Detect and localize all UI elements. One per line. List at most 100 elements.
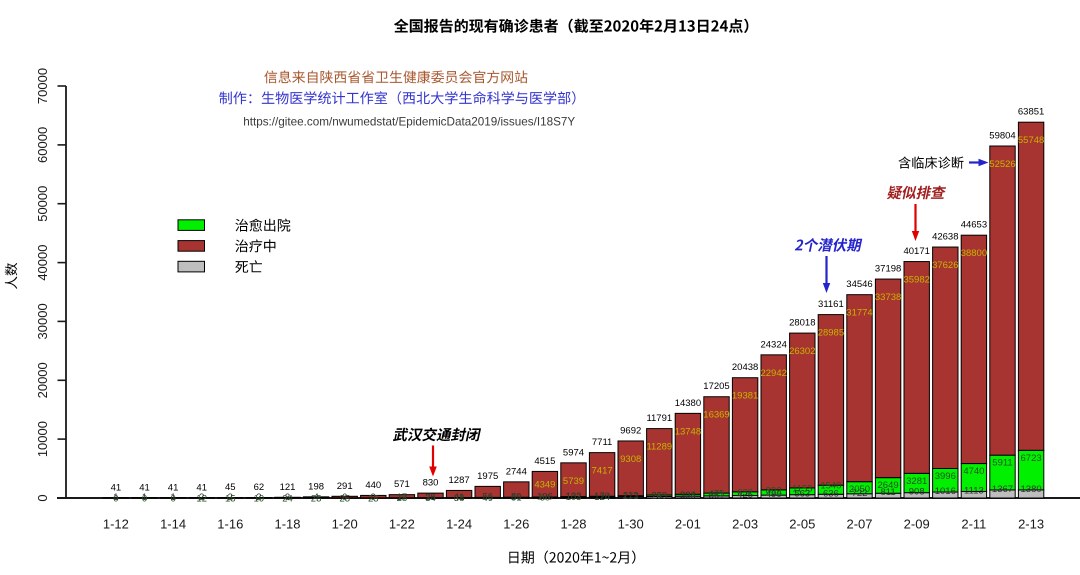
svg-text:4515: 4515 bbox=[534, 456, 555, 467]
svg-text:2-11: 2-11 bbox=[961, 517, 986, 532]
svg-text:6723: 6723 bbox=[1021, 453, 1042, 464]
svg-text:20438: 20438 bbox=[732, 362, 758, 373]
svg-text:2-03: 2-03 bbox=[732, 517, 758, 532]
svg-text:52526: 52526 bbox=[989, 159, 1015, 170]
svg-text:50000: 50000 bbox=[35, 186, 50, 222]
svg-text:908: 908 bbox=[909, 487, 925, 498]
svg-text:571: 571 bbox=[394, 479, 410, 490]
svg-text:28018: 28018 bbox=[789, 318, 815, 329]
svg-text:17: 17 bbox=[397, 492, 408, 503]
svg-text:28985: 28985 bbox=[818, 328, 844, 339]
svg-text:811: 811 bbox=[881, 487, 896, 498]
svg-text:80: 80 bbox=[511, 492, 522, 503]
svg-text:1-20: 1-20 bbox=[332, 517, 358, 532]
svg-text:31161: 31161 bbox=[818, 299, 844, 310]
svg-text:4: 4 bbox=[313, 492, 318, 503]
svg-text:56: 56 bbox=[482, 492, 493, 503]
svg-text:1367: 1367 bbox=[992, 484, 1013, 495]
svg-text:132: 132 bbox=[566, 491, 582, 502]
svg-text:20000: 20000 bbox=[35, 362, 50, 398]
svg-text:33738: 33738 bbox=[875, 292, 901, 303]
svg-text:106: 106 bbox=[537, 491, 553, 502]
svg-text:3281: 3281 bbox=[906, 476, 927, 487]
svg-text:60000: 60000 bbox=[35, 127, 50, 163]
svg-text:16369: 16369 bbox=[703, 410, 729, 421]
svg-text:1-14: 1-14 bbox=[160, 517, 186, 532]
svg-text:2: 2 bbox=[256, 492, 261, 503]
svg-text:70000: 70000 bbox=[35, 68, 50, 104]
svg-text:1-24: 1-24 bbox=[446, 517, 472, 532]
svg-text:2-01: 2-01 bbox=[675, 517, 701, 532]
svg-text:1-26: 1-26 bbox=[503, 517, 529, 532]
svg-text:10000: 10000 bbox=[35, 421, 50, 457]
svg-text:2-07: 2-07 bbox=[846, 517, 872, 532]
svg-text:3996: 3996 bbox=[935, 471, 956, 482]
svg-text:4349: 4349 bbox=[534, 480, 555, 491]
svg-text:6: 6 bbox=[342, 492, 347, 503]
svg-text:1-18: 1-18 bbox=[274, 517, 300, 532]
svg-text:722: 722 bbox=[852, 488, 868, 499]
svg-text:636: 636 bbox=[823, 488, 839, 499]
svg-text:55748: 55748 bbox=[1018, 135, 1044, 146]
svg-text:1-16: 1-16 bbox=[217, 517, 243, 532]
svg-text:5911: 5911 bbox=[992, 458, 1012, 469]
svg-text:830: 830 bbox=[423, 478, 439, 489]
svg-text:1: 1 bbox=[142, 492, 147, 503]
svg-text:2: 2 bbox=[228, 492, 233, 503]
svg-text:361: 361 bbox=[709, 490, 725, 501]
svg-text:2744: 2744 bbox=[506, 466, 527, 477]
svg-text:1113: 1113 bbox=[964, 485, 984, 496]
svg-text:9: 9 bbox=[371, 492, 376, 503]
svg-text:1-30: 1-30 bbox=[618, 517, 644, 532]
svg-text:170: 170 bbox=[594, 491, 610, 502]
svg-text:0: 0 bbox=[35, 494, 50, 501]
svg-text:30000: 30000 bbox=[35, 303, 50, 339]
svg-text:563: 563 bbox=[794, 489, 810, 500]
svg-text:17205: 17205 bbox=[703, 381, 729, 392]
svg-text:1975: 1975 bbox=[477, 471, 498, 482]
svg-text:440: 440 bbox=[365, 480, 381, 491]
svg-text:40000: 40000 bbox=[35, 245, 50, 281]
svg-text:24324: 24324 bbox=[760, 339, 786, 350]
svg-text:22942: 22942 bbox=[760, 368, 786, 379]
svg-text:42638: 42638 bbox=[932, 232, 958, 243]
svg-text:1287: 1287 bbox=[449, 475, 470, 486]
svg-text:1-12: 1-12 bbox=[103, 517, 129, 532]
svg-text:1380: 1380 bbox=[1021, 484, 1042, 495]
svg-text:https://gitee.com/nwumedstat/E: https://gitee.com/nwumedstat/EpidemicDat… bbox=[243, 115, 575, 128]
svg-text:2-09: 2-09 bbox=[904, 517, 930, 532]
svg-text:41: 41 bbox=[454, 492, 465, 503]
svg-text:26302: 26302 bbox=[789, 346, 815, 357]
svg-text:259: 259 bbox=[651, 491, 667, 502]
svg-text:3: 3 bbox=[285, 492, 290, 503]
svg-text:213: 213 bbox=[623, 491, 639, 502]
svg-text:2: 2 bbox=[199, 492, 204, 503]
svg-text:37198: 37198 bbox=[875, 264, 901, 275]
svg-text:198: 198 bbox=[308, 481, 324, 492]
svg-text:63851: 63851 bbox=[1018, 107, 1044, 118]
svg-text:304: 304 bbox=[680, 490, 696, 501]
svg-text:1: 1 bbox=[170, 492, 175, 503]
svg-text:2-13: 2-13 bbox=[1018, 517, 1044, 532]
svg-text:38800: 38800 bbox=[961, 248, 987, 259]
svg-text:13748: 13748 bbox=[675, 426, 701, 437]
svg-text:2-05: 2-05 bbox=[789, 517, 815, 532]
svg-text:425: 425 bbox=[737, 490, 753, 501]
svg-text:490: 490 bbox=[766, 489, 782, 500]
svg-text:5974: 5974 bbox=[563, 447, 584, 458]
svg-text:37626: 37626 bbox=[932, 260, 958, 271]
svg-text:1: 1 bbox=[113, 492, 118, 503]
svg-text:31774: 31774 bbox=[846, 308, 872, 319]
svg-text:9308: 9308 bbox=[620, 454, 641, 465]
svg-text:291: 291 bbox=[337, 481, 353, 492]
svg-text:1-22: 1-22 bbox=[389, 517, 415, 532]
svg-text:25: 25 bbox=[425, 492, 436, 503]
svg-text:11289: 11289 bbox=[646, 442, 672, 453]
svg-text:1-28: 1-28 bbox=[560, 517, 586, 532]
svg-text:19381: 19381 bbox=[732, 391, 758, 402]
svg-text:44653: 44653 bbox=[961, 220, 987, 231]
svg-text:59804: 59804 bbox=[989, 131, 1015, 142]
svg-text:34546: 34546 bbox=[846, 279, 872, 290]
svg-text:40171: 40171 bbox=[903, 246, 929, 257]
svg-text:35982: 35982 bbox=[903, 275, 929, 286]
